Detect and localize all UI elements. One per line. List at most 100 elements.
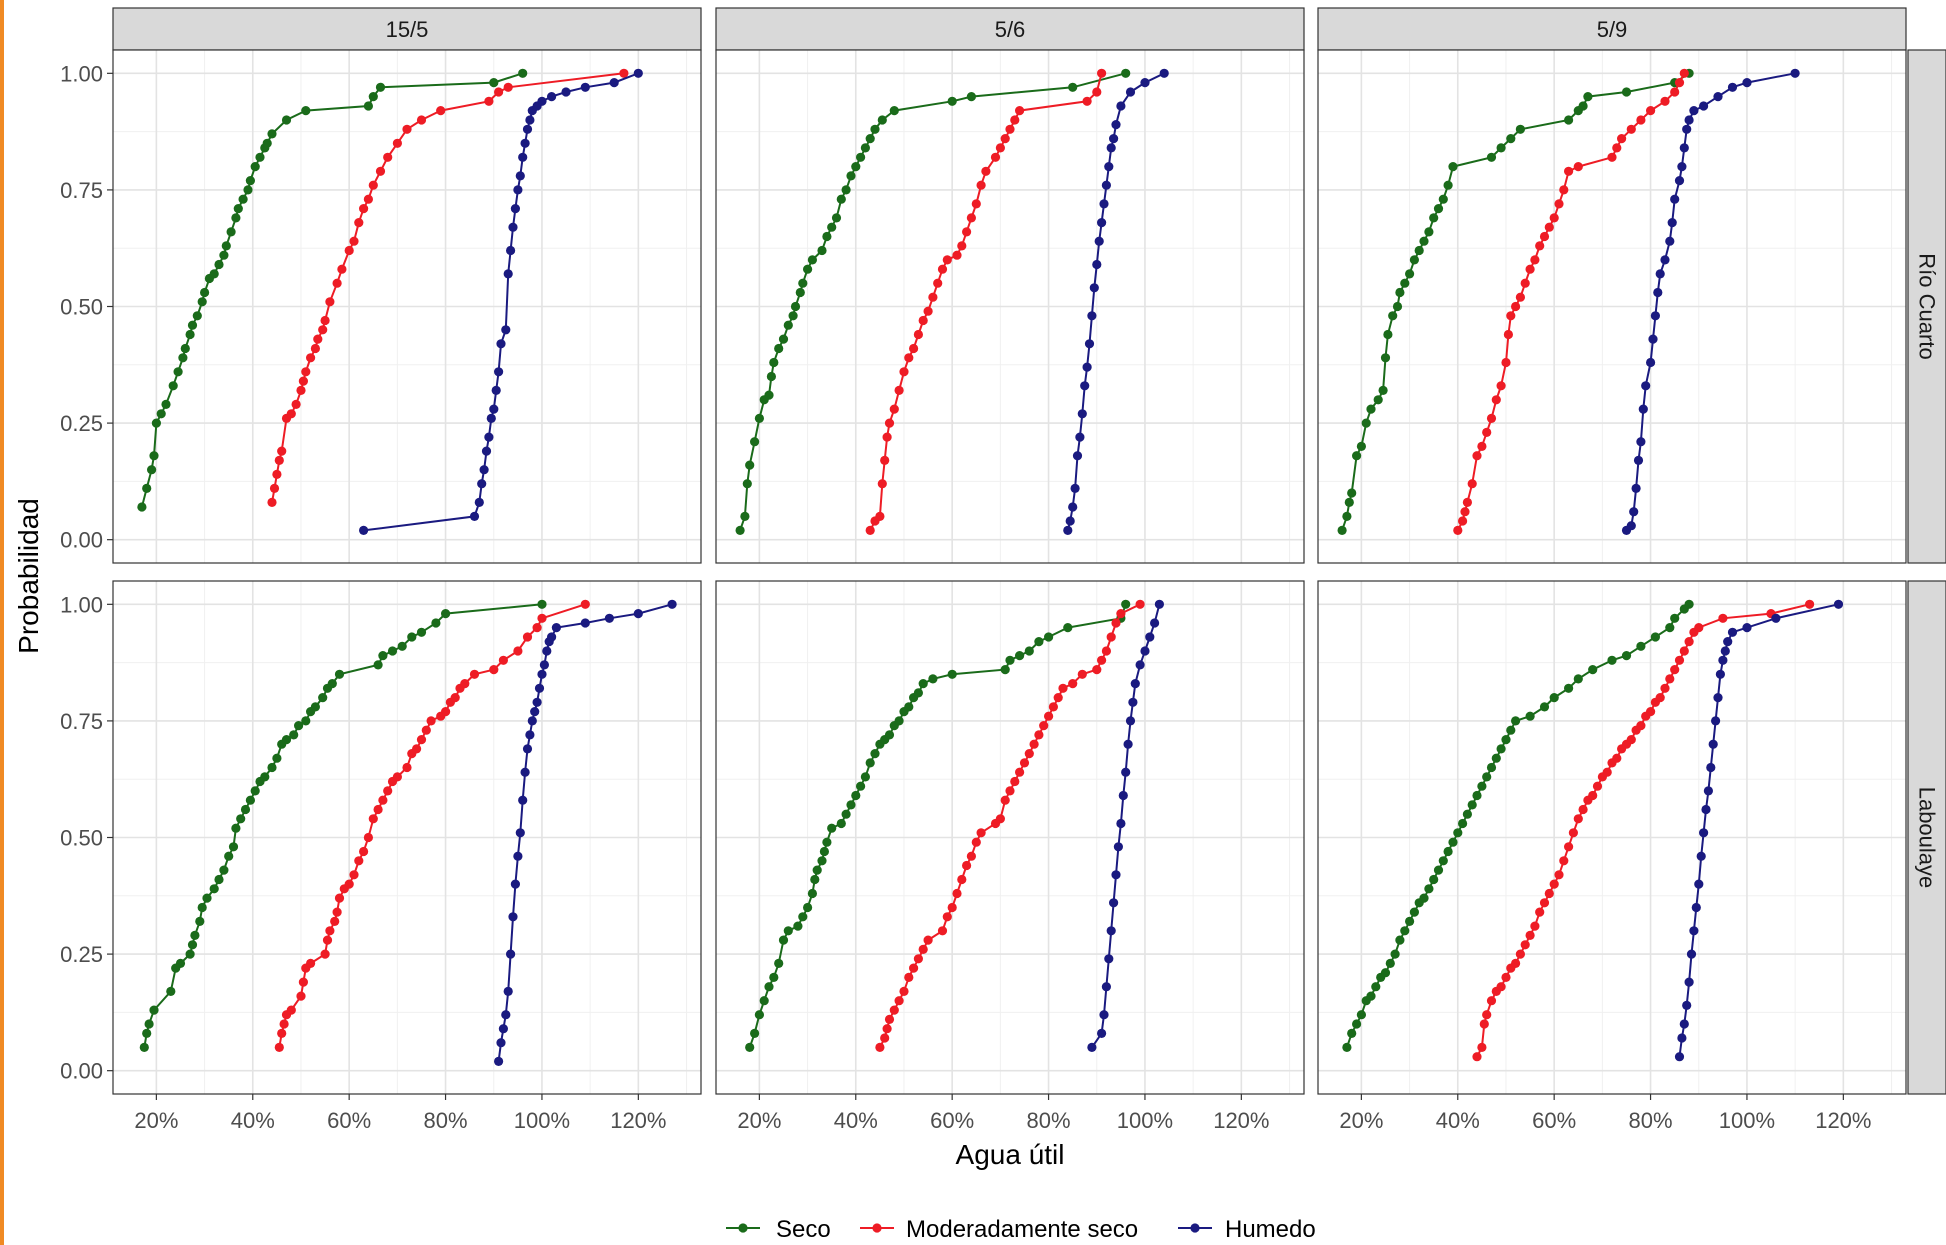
data-point [889, 1005, 899, 1015]
data-point [633, 609, 643, 619]
data-point [1506, 134, 1516, 144]
legend-key-point-1 [872, 1223, 882, 1233]
data-point [1559, 185, 1569, 195]
panel-border [1317, 49, 1907, 564]
data-point [1443, 846, 1453, 857]
data-point [957, 241, 967, 251]
data-point [1549, 213, 1559, 223]
data-point [298, 977, 308, 987]
data-point [750, 437, 760, 447]
data-point [267, 129, 277, 139]
data-point [962, 860, 972, 871]
data-point [1655, 269, 1665, 279]
data-point [513, 646, 523, 656]
data-point [966, 851, 977, 861]
data-point [1089, 283, 1099, 293]
data-point [142, 1028, 152, 1038]
data-point [1135, 660, 1145, 670]
data-point [1409, 907, 1419, 917]
data-point [501, 325, 511, 335]
data-point [491, 385, 501, 395]
data-point [1106, 143, 1116, 153]
data-point [1612, 753, 1622, 763]
data-point [494, 367, 504, 377]
data-point [1482, 1010, 1492, 1020]
data-point [1660, 683, 1670, 693]
data-point [1713, 92, 1723, 102]
data-point [1520, 278, 1530, 288]
data-point [1145, 632, 1155, 642]
data-point [880, 455, 890, 465]
facet-label-col-2: 5/9 [1597, 17, 1628, 42]
data-point [880, 1033, 890, 1043]
data-point [976, 828, 986, 838]
data-point [966, 92, 977, 102]
data-point [1674, 78, 1685, 88]
panel-1-0 [112, 580, 702, 1095]
data-point [1515, 949, 1525, 959]
data-point [1506, 725, 1516, 735]
series-line-2 [1625, 72, 1796, 532]
data-point [1130, 679, 1140, 689]
data-point [513, 185, 523, 195]
data-point [1392, 301, 1403, 312]
data-point [1679, 646, 1689, 656]
data-point [334, 669, 345, 679]
data-point [1626, 124, 1636, 134]
data-point [1491, 395, 1501, 405]
data-point [149, 451, 159, 461]
data-point [1409, 255, 1419, 265]
data-point [1491, 753, 1501, 763]
data-point [817, 245, 827, 256]
data-point [889, 106, 899, 116]
x-tick-label: 80% [1629, 1108, 1673, 1133]
data-point [1568, 828, 1578, 838]
facet-label-row-0: Río Cuarto [1915, 253, 1940, 359]
data-point [243, 185, 253, 195]
data-point [1118, 790, 1128, 801]
data-point [1104, 954, 1114, 964]
data-point [1626, 521, 1636, 531]
data-point [1617, 134, 1627, 144]
data-point [764, 982, 774, 992]
data-point [522, 744, 533, 754]
data-point [1684, 599, 1694, 609]
facet-label-col-0: 15/5 [386, 17, 429, 42]
y-tick-label: 0.75 [60, 178, 103, 203]
y-tick-label: 0.25 [60, 942, 103, 967]
data-point [537, 96, 547, 106]
facet-strip-row-1 [1907, 580, 1946, 1095]
data-point [1496, 143, 1506, 153]
data-point [226, 227, 236, 237]
data-point [1462, 497, 1472, 507]
data-point [310, 343, 320, 354]
data-point [1554, 870, 1564, 880]
data-point [1123, 739, 1133, 749]
data-point [1636, 437, 1646, 447]
data-point [1646, 357, 1656, 368]
data-point [877, 479, 887, 489]
data-point [1121, 68, 1131, 78]
data-point [1347, 1028, 1357, 1038]
x-tick-label: 100% [1117, 1108, 1173, 1133]
data-point [942, 912, 952, 922]
data-point [1686, 949, 1697, 959]
data-point [1140, 78, 1150, 88]
x-tick-label: 40% [231, 1108, 275, 1133]
data-point [139, 1042, 149, 1052]
data-point [1539, 702, 1550, 712]
data-point [788, 311, 798, 321]
data-point [520, 138, 530, 148]
data-point [274, 455, 284, 465]
data-point [1482, 772, 1492, 782]
data-point [1501, 972, 1511, 983]
data-point [995, 143, 1006, 153]
data-point [187, 940, 198, 950]
data-point [1699, 828, 1709, 838]
data-point [332, 278, 342, 288]
data-point [1373, 395, 1383, 405]
data-point [1010, 115, 1020, 125]
data-point [947, 96, 957, 106]
data-point [236, 814, 246, 824]
data-point [819, 846, 830, 857]
